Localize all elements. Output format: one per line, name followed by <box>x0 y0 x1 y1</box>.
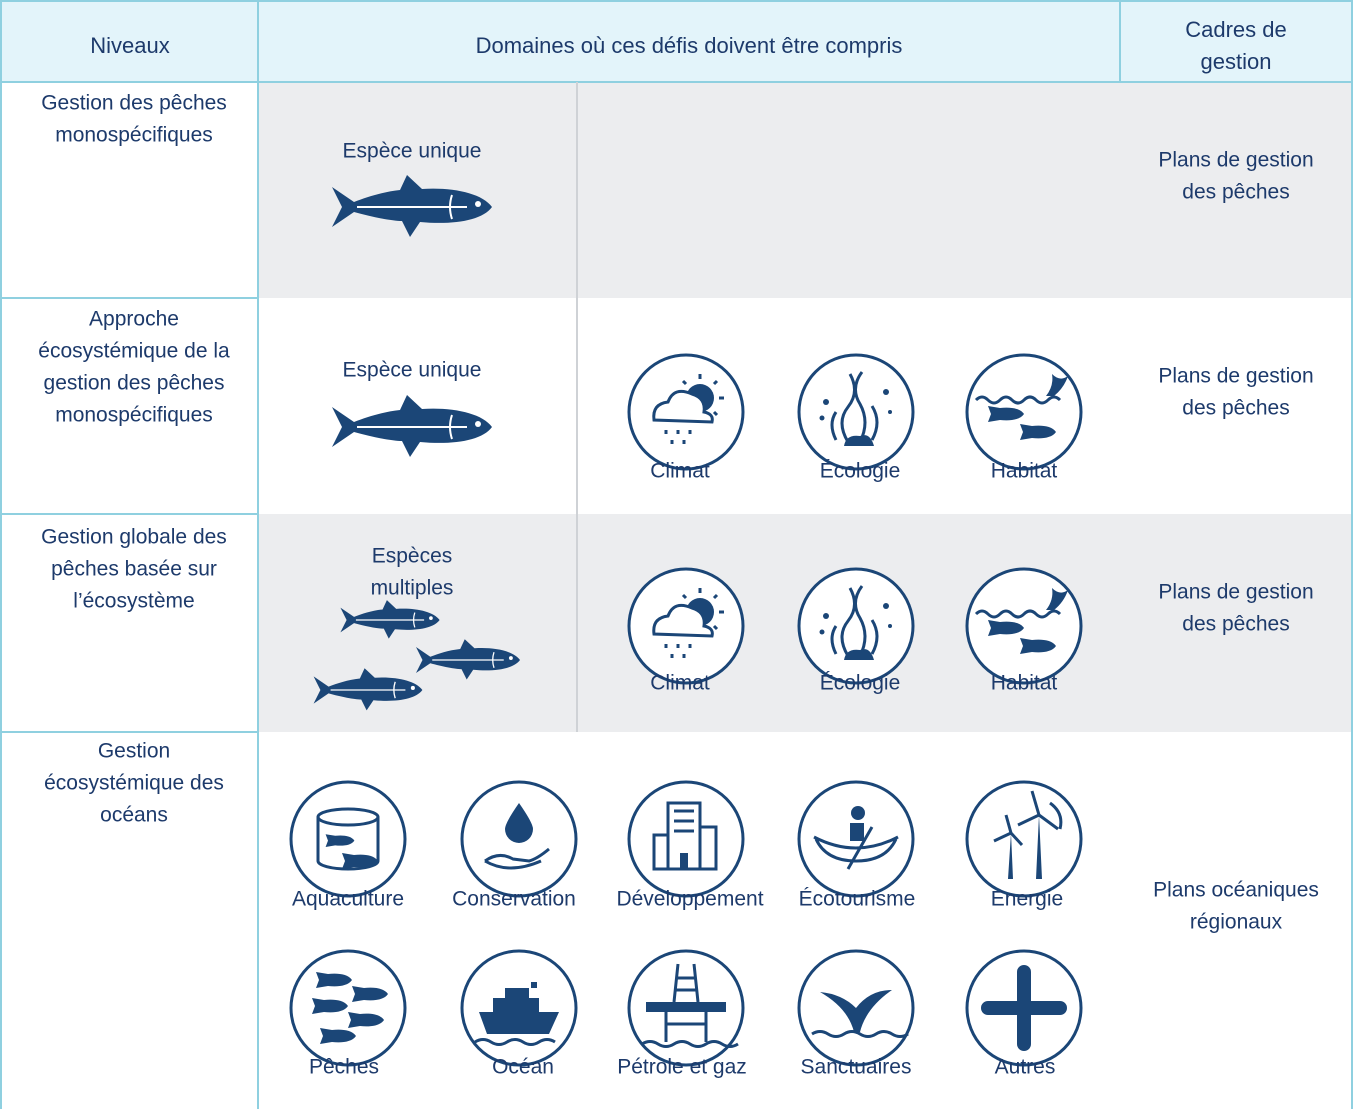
framework: des pêches <box>1182 181 1289 204</box>
domain-label: Energie <box>991 888 1063 911</box>
level: océans <box>100 804 168 827</box>
domain-label: Écologie <box>820 672 901 695</box>
icon <box>627 567 745 685</box>
domain-label: Sanctuaires <box>801 1056 912 1079</box>
icon <box>797 780 915 898</box>
icon <box>797 567 915 685</box>
header-bg <box>0 0 1353 83</box>
level: monospécifiques <box>55 404 213 427</box>
icon <box>967 569 1081 683</box>
level: écosystémique de la <box>38 340 230 363</box>
icon <box>460 780 578 898</box>
domain-label: Autres <box>995 1056 1056 1079</box>
domain-label: Développement <box>616 888 763 911</box>
icon <box>627 949 745 1067</box>
domain-label: Pêches <box>309 1056 379 1079</box>
level: Gestion <box>98 740 170 763</box>
domain-label: Aquaculture <box>292 888 404 911</box>
icon <box>797 949 915 1067</box>
domain-label: Climat <box>650 460 710 483</box>
level: l’écosystème <box>73 590 194 613</box>
species: Espèce unique <box>343 359 482 382</box>
icon <box>291 951 405 1065</box>
framework: Plans océaniques <box>1153 879 1319 902</box>
icon <box>627 353 745 471</box>
level: Approche <box>89 308 179 331</box>
domain-label: Habitat <box>991 460 1058 483</box>
level: Gestion des pêches <box>41 92 227 115</box>
framework: Plans de gestion <box>1158 365 1313 388</box>
framework: régionaux <box>1190 911 1283 934</box>
level: monospécifiques <box>55 124 213 147</box>
framework: Plans de gestion <box>1158 581 1313 604</box>
level: pêches basée sur <box>51 558 217 581</box>
fish-icon <box>331 394 493 458</box>
domain-label: Océan <box>492 1056 554 1079</box>
framework: des pêches <box>1182 613 1289 636</box>
icon <box>967 355 1081 469</box>
species: Espèce unique <box>343 140 482 163</box>
icon <box>965 780 1083 898</box>
icon <box>627 780 745 898</box>
icon <box>291 782 405 896</box>
domain-label: Pétrole et gaz <box>617 1056 747 1079</box>
framework: des pêches <box>1182 397 1289 420</box>
icon <box>460 949 578 1067</box>
header-cell: Cadres de <box>1185 17 1287 42</box>
domain-label: Habitat <box>991 672 1058 695</box>
domain-label: Écotourisme <box>799 888 916 911</box>
framework: Plans de gestion <box>1158 149 1313 172</box>
level: gestion des pêches <box>44 372 225 395</box>
icon <box>967 951 1081 1065</box>
header-cell: gestion <box>1201 49 1272 74</box>
icon <box>797 353 915 471</box>
level: Gestion globale des <box>41 526 227 549</box>
domain-label: Conservation <box>452 888 576 911</box>
level: écosystémique des <box>44 772 224 795</box>
header-cell: Niveaux <box>90 33 169 58</box>
species: Espèces <box>372 545 453 568</box>
header-cell: Domaines où ces défis doivent être compr… <box>476 33 903 58</box>
domain-label: Écologie <box>820 460 901 483</box>
domain-label: Climat <box>650 672 710 695</box>
species: multiples <box>371 577 454 600</box>
